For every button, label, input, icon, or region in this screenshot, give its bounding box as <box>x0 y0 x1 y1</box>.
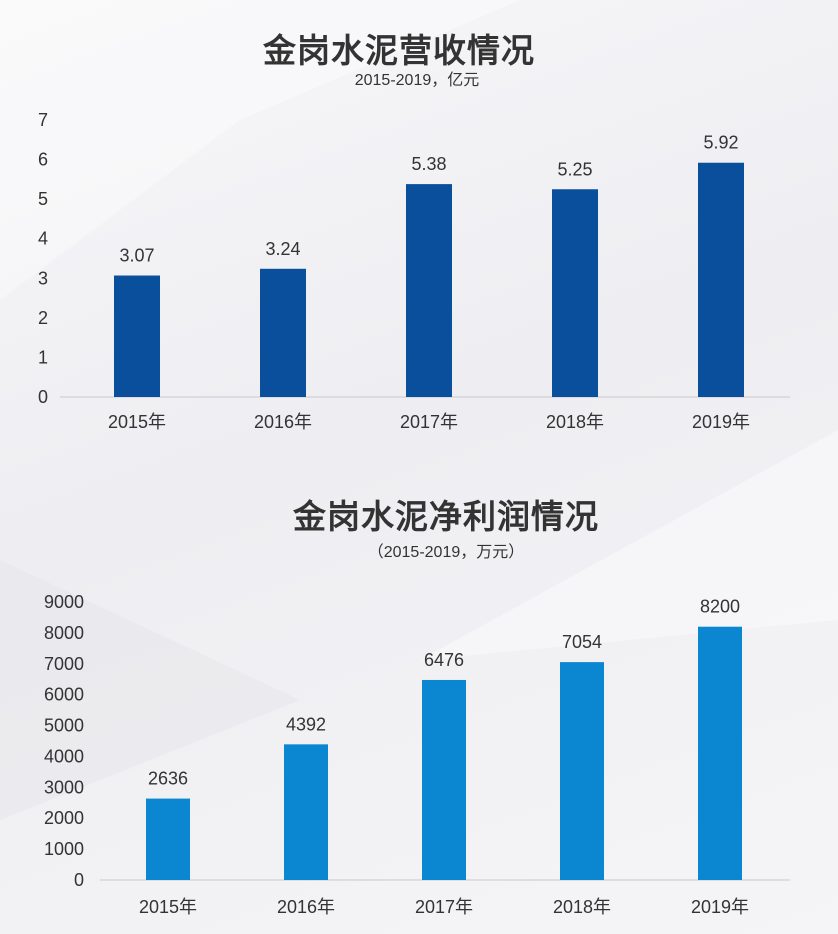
net-profit-chart: 金岗水泥净利润情况 （2015-2019，万元） 0 1000 2000 3000 40… <box>0 470 838 934</box>
y-tick-label: 2 <box>38 308 48 328</box>
y-tick-label: 5 <box>38 189 48 209</box>
x-tick-label: 2019年 <box>691 897 749 917</box>
bar <box>146 798 190 880</box>
bar <box>260 268 306 397</box>
bar <box>698 626 742 880</box>
bar <box>284 744 328 880</box>
data-label: 5.25 <box>557 159 592 179</box>
revenue-plot: 0 1 2 3 4 5 6 7 3.07 2015年 3.24 2016年 5.38 2017年 5.25 2… <box>38 110 790 432</box>
x-tick-label: 2016年 <box>254 412 312 432</box>
y-tick-label: 4000 <box>44 746 84 766</box>
y-tick-label: 6000 <box>44 685 84 705</box>
chart-subtitle: 2015-2019，亿元 <box>354 72 480 89</box>
x-tick-label: 2019年 <box>692 412 750 432</box>
y-tick-label: 2000 <box>44 808 84 828</box>
y-tick-label: 5000 <box>44 716 84 736</box>
y-tick-label: 7 <box>38 110 48 130</box>
x-tick-label: 2016年 <box>277 897 335 917</box>
data-label: 6476 <box>424 650 464 670</box>
x-tick-label: 2015年 <box>108 412 166 432</box>
data-label: 2636 <box>148 769 188 789</box>
y-tick-label: 6 <box>38 150 48 170</box>
x-tick-label: 2018年 <box>553 897 611 917</box>
x-tick-label: 2017年 <box>415 897 473 917</box>
x-tick-label: 2015年 <box>139 897 197 917</box>
bar <box>560 662 604 880</box>
y-tick-label: 3000 <box>44 777 84 797</box>
data-label: 8200 <box>700 597 740 617</box>
chart-title: 金岗水泥净利润情况 <box>293 497 599 536</box>
net-profit-plot: 0 1000 2000 3000 4000 5000 6000 7000 8000 9000 263… <box>44 592 790 917</box>
data-label: 5.92 <box>703 133 738 153</box>
data-label: 7054 <box>562 632 602 652</box>
revenue-chart: 金岗水泥营收情况 2015-2019，亿元 0 1 2 3 4 5 6 7 3.07 2015年 3… <box>0 0 838 460</box>
y-tick-label: 7000 <box>44 654 84 674</box>
bar <box>698 162 744 397</box>
y-tick-label: 9000 <box>44 592 84 612</box>
bar <box>422 679 466 880</box>
y-tick-label: 8000 <box>44 623 84 643</box>
bar <box>552 189 598 397</box>
chart-subtitle: （2015-2019，万元） <box>367 544 525 561</box>
x-tick-label: 2018年 <box>546 412 604 432</box>
bar <box>406 184 452 397</box>
data-label: 3.07 <box>119 246 154 266</box>
chart-title: 金岗水泥营收情况 <box>263 31 535 70</box>
y-tick-label: 0 <box>74 870 84 890</box>
x-tick-label: 2017年 <box>400 412 458 432</box>
y-tick-label: 4 <box>38 229 48 249</box>
data-label: 4392 <box>286 714 326 734</box>
y-tick-label: 3 <box>38 268 48 288</box>
data-label: 3.24 <box>265 239 300 259</box>
data-label: 5.38 <box>411 154 446 174</box>
bar <box>114 275 160 397</box>
y-tick-label: 1000 <box>44 839 84 859</box>
y-tick-label: 0 <box>38 387 48 407</box>
y-tick-label: 1 <box>38 347 48 367</box>
